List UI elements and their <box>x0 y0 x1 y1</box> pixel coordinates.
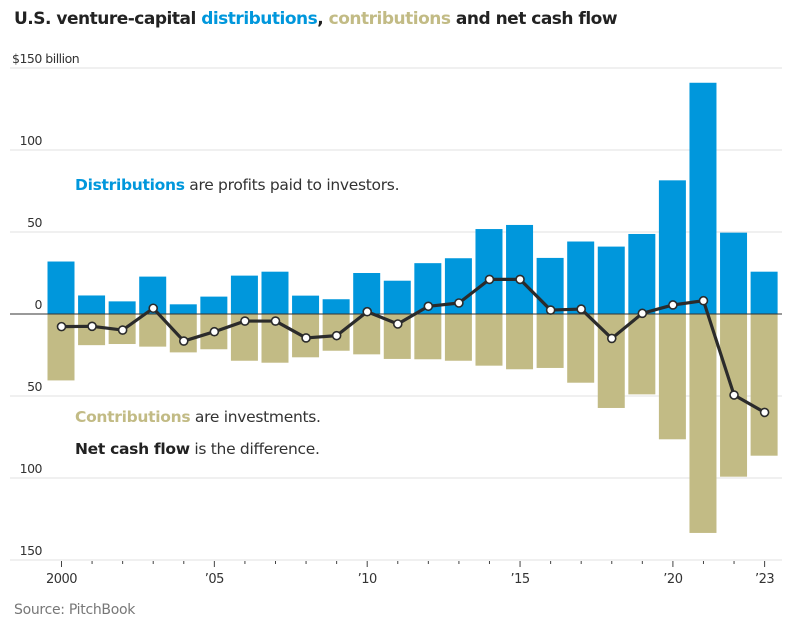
distribution-bar <box>78 295 106 314</box>
net-cash-flow-point <box>270 316 281 326</box>
net-cash-flow-point <box>148 303 159 314</box>
net-cash-flow-point <box>484 274 495 285</box>
distribution-bar <box>506 224 534 314</box>
y-tick-label: 100 <box>20 133 43 148</box>
y-axis: $150 billion 100 50 0 50 100 150 <box>12 51 80 558</box>
distributions-bars <box>47 82 778 314</box>
net-cash-flow-point <box>178 336 189 346</box>
title-sep: , <box>317 9 329 29</box>
y-tick-label: 100 <box>20 461 43 476</box>
net-cash-flow-point <box>515 274 525 285</box>
y-tick-label: 50 <box>27 215 42 230</box>
distribution-bar <box>261 271 289 314</box>
contribution-bar <box>414 314 442 360</box>
x-tick-label: ’10 <box>358 572 377 587</box>
net-cash-flow-point <box>698 295 709 306</box>
net-cash-flow-point <box>423 301 434 312</box>
net-cash-flow-point <box>454 298 464 308</box>
distribution-bar <box>536 257 564 314</box>
distribution-bar <box>689 82 717 314</box>
distribution-bar <box>292 295 320 314</box>
contribution-bar <box>475 314 503 366</box>
net-cash-flow-point <box>392 319 403 329</box>
distribution-bar <box>720 232 748 314</box>
x-tick-label: ’15 <box>510 572 529 587</box>
contribution-bar <box>169 314 197 353</box>
annotation-net-text: is the difference. <box>189 440 320 458</box>
distribution-bar <box>200 296 228 314</box>
title-prefix: U.S. venture-capital <box>14 9 202 29</box>
source-note: Source: PitchBook <box>14 602 136 618</box>
distribution-bar <box>47 261 75 314</box>
distribution-bar <box>658 180 686 314</box>
net-cash-flow-point <box>331 330 342 341</box>
y-tick-label: 150 <box>20 543 43 558</box>
contribution-bar <box>506 314 534 370</box>
distribution-bar <box>628 233 656 314</box>
distribution-bar <box>322 299 350 314</box>
chart-title: U.S. venture-capital distributions, cont… <box>14 9 618 29</box>
contribution-bar <box>658 314 686 440</box>
net-cash-flow-point <box>56 321 67 332</box>
x-tick-label: ’20 <box>663 572 682 587</box>
net-cash-flow-point <box>545 305 556 315</box>
contribution-bar <box>444 314 472 361</box>
net-cash-flow-point <box>606 333 617 344</box>
net-cash-flow-series <box>56 274 770 418</box>
distribution-bar <box>383 280 411 314</box>
distribution-bar <box>108 301 136 314</box>
title-distributions: distributions <box>201 9 318 29</box>
net-cash-flow-point <box>729 390 739 400</box>
distribution-bar <box>230 275 258 314</box>
annotation-distributions-text: are profits paid to investors. <box>184 176 400 194</box>
annotation-contributions: Contributions are investments. <box>75 408 321 426</box>
net-cash-flow-point <box>576 304 586 314</box>
annotation-contributions-text: are investments. <box>190 408 321 426</box>
net-cash-flow-point <box>209 326 220 337</box>
annotation-distributions-term: Distributions <box>75 176 185 194</box>
net-cash-flow-line <box>61 277 766 414</box>
x-tick-label: 2000 <box>46 572 77 587</box>
title-suffix: and net cash flow <box>450 9 618 29</box>
contribution-bar <box>628 314 656 395</box>
distribution-bar <box>567 241 595 314</box>
annotation-net-term: Net cash flow <box>75 440 190 458</box>
contribution-bar <box>536 314 564 368</box>
distribution-bar <box>475 229 503 314</box>
net-cash-flow-point <box>87 321 97 332</box>
contribution-bar <box>750 314 778 456</box>
net-cash-flow-point <box>637 308 648 319</box>
distribution-bar <box>597 246 625 314</box>
distribution-bar <box>750 271 778 314</box>
net-cash-flow-point <box>117 325 128 335</box>
net-cash-flow-point <box>301 333 311 343</box>
y-tick-label: $150 billion <box>12 51 79 66</box>
annotation-contributions-term: Contributions <box>75 408 191 426</box>
net-cash-flow-point <box>240 316 250 326</box>
distribution-bar <box>169 304 197 314</box>
y-tick-label: 50 <box>27 379 42 394</box>
net-cash-flow-point <box>362 306 373 317</box>
annotation-distributions: Distributions are profits paid to invest… <box>75 176 400 194</box>
net-cash-flow-point <box>668 300 678 310</box>
gridlines <box>10 67 782 561</box>
contribution-bar <box>567 314 595 383</box>
contribution-bar <box>689 314 717 533</box>
y-tick-label: 0 <box>35 297 43 312</box>
x-tick-label: ’23 <box>755 572 774 587</box>
annotation-net: Net cash flow is the difference. <box>75 440 320 458</box>
title-contributions: contributions <box>328 9 451 29</box>
x-axis: 2000 ’05 ’10 ’15 ’20 ’23 <box>46 561 775 587</box>
x-tick-label: ’05 <box>205 572 224 587</box>
net-cash-flow-point <box>759 407 770 418</box>
